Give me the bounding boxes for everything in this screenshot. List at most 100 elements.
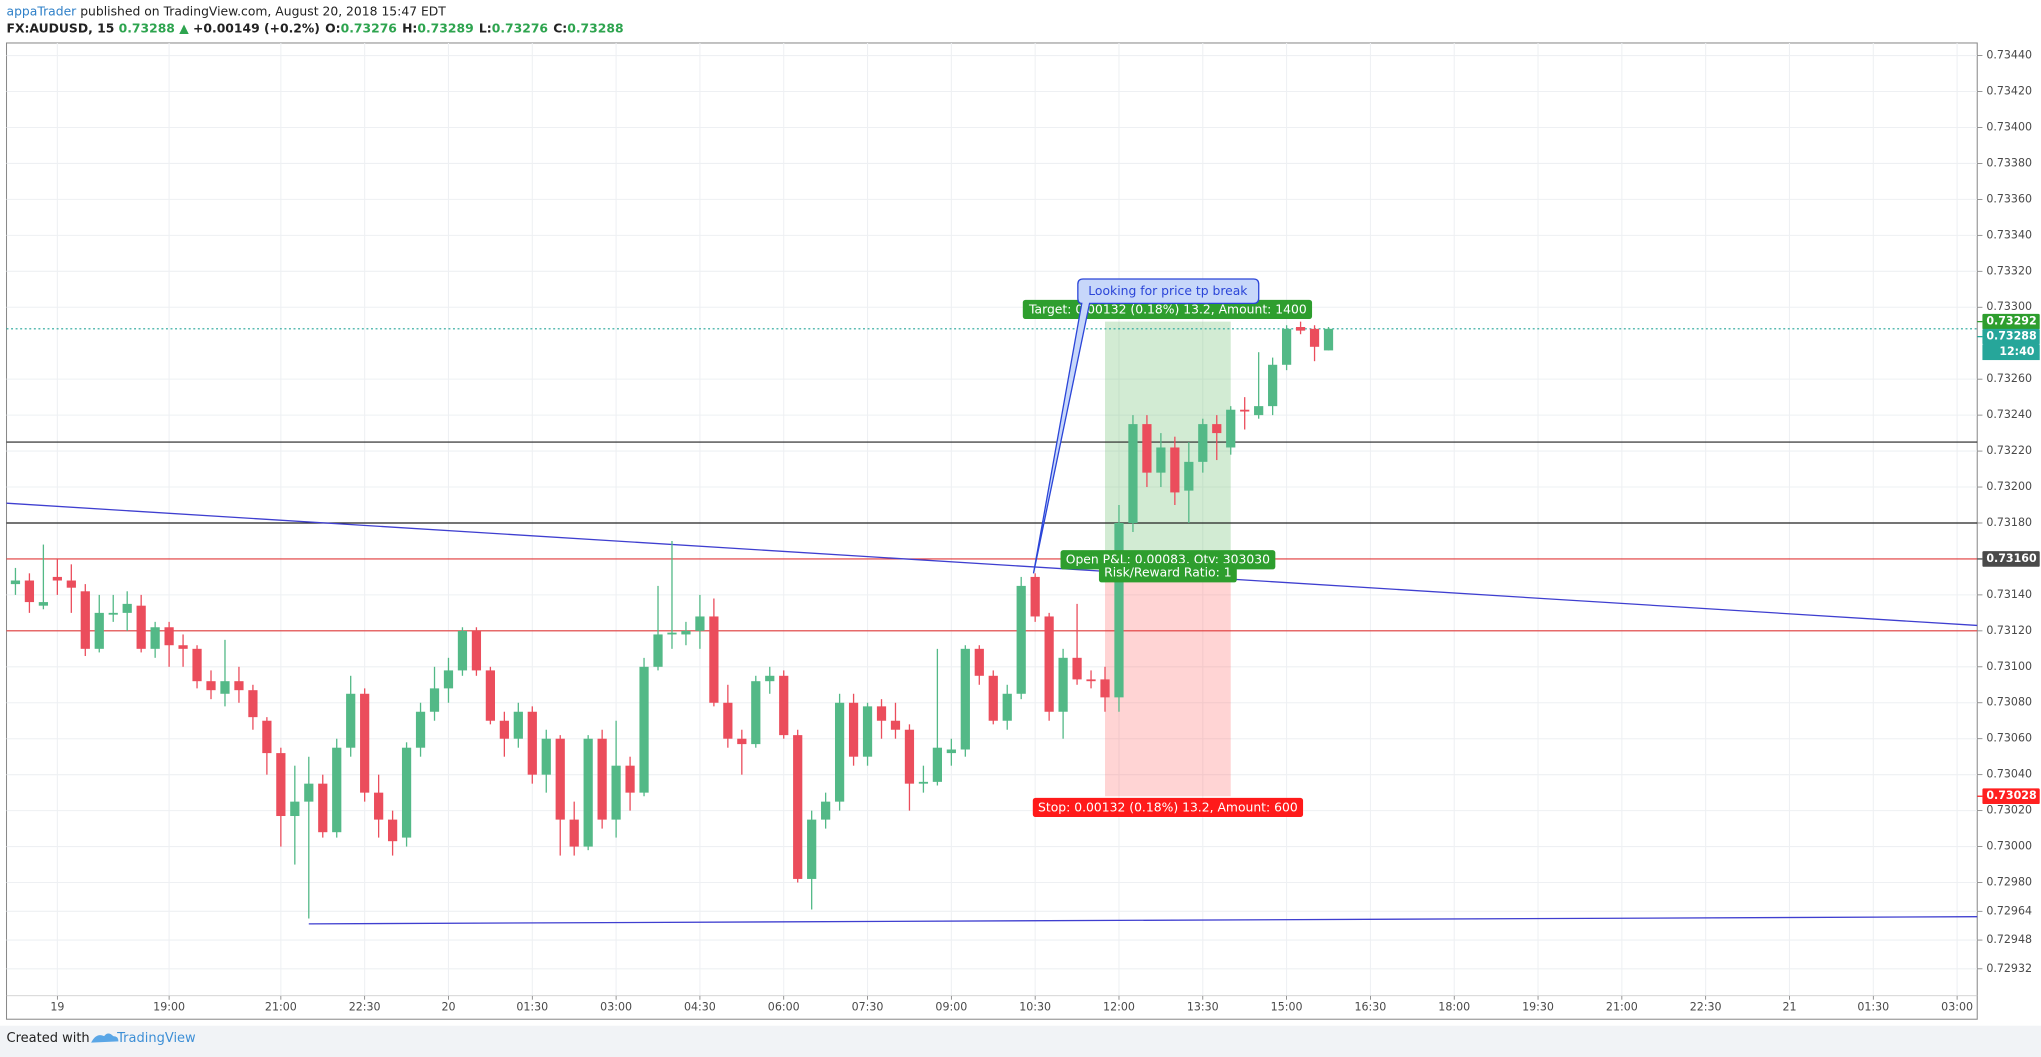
candle-body <box>248 690 258 718</box>
publisher: appaTrader <box>7 4 78 18</box>
symbol: FX:AUDUSD, 15 <box>7 21 115 35</box>
candle-body <box>541 738 551 775</box>
stop-zone <box>1105 558 1231 797</box>
last-price-label: 0.73288 <box>1986 330 2036 343</box>
candle-body <box>751 681 761 745</box>
candles <box>10 321 1334 919</box>
x-tick-label: 19:30 <box>1522 1001 1554 1014</box>
ohlc-key: H: <box>402 21 417 35</box>
x-tick-label: 16:30 <box>1354 1001 1386 1014</box>
candle-body <box>429 688 440 712</box>
candle-body <box>904 729 915 784</box>
candle-body <box>262 720 272 754</box>
candle-body <box>513 711 523 739</box>
symbol-line: FX:AUDUSD, 15 0.73288 ▲ +0.00149 (+0.2%)… <box>7 21 624 35</box>
candle-body <box>667 632 677 635</box>
candle-body <box>1295 327 1306 331</box>
target-label-box <box>1022 299 1313 320</box>
candle-body <box>1170 447 1180 493</box>
candle-body <box>66 580 76 588</box>
x-tick-label: 20 <box>441 1001 455 1014</box>
change: +0.00149 (+0.2%) <box>193 21 320 35</box>
x-tick-label: 04:30 <box>684 1001 716 1014</box>
y-tick-label: 0.73200 <box>1986 480 2032 493</box>
x-tick-label: 06:00 <box>768 1001 800 1014</box>
ohlc-key: O: <box>325 21 340 35</box>
candle-body <box>374 792 384 820</box>
candle-body <box>1254 406 1264 416</box>
axis-price-label-box <box>1982 551 2040 567</box>
candle-body <box>178 645 188 649</box>
candle-body <box>1323 328 1334 351</box>
candle-body <box>1044 616 1054 712</box>
candle-body <box>793 735 803 879</box>
y-tick-label: 0.72948 <box>1986 933 2032 946</box>
candle-body <box>569 819 579 847</box>
candle-body <box>1100 679 1110 698</box>
target-zone <box>1105 321 1231 559</box>
candle-body <box>1002 693 1012 721</box>
y-tick-label: 0.73300 <box>1986 300 2032 313</box>
rr-label: Risk/Reward Ratio: 1 <box>1104 566 1231 580</box>
candle-body <box>1212 424 1222 434</box>
candle-body <box>862 706 873 757</box>
y-tick-label: 0.73140 <box>1986 588 2032 601</box>
candle-body <box>723 702 733 739</box>
countdown: 12:40 <box>1999 345 2034 358</box>
candle-body <box>387 819 398 842</box>
x-tick-label: 10:30 <box>1019 1001 1051 1014</box>
y-tick-label: 0.73380 <box>1986 156 2032 169</box>
candle-body <box>709 616 719 703</box>
candle-body <box>1184 461 1194 491</box>
x-tick-label: 01:30 <box>516 1001 548 1014</box>
y-tick-label: 0.73220 <box>1986 444 2032 457</box>
candle-body <box>290 801 300 817</box>
candle-body <box>1016 585 1026 694</box>
candle-body <box>974 648 984 676</box>
candle-body <box>1309 328 1320 347</box>
x-tick-label: 18:00 <box>1438 1001 1470 1014</box>
candle-body <box>765 675 775 682</box>
ohlc-value: 0.73288 <box>567 21 623 35</box>
candle-body <box>332 747 342 833</box>
y-tick-label: 0.73440 <box>1986 49 2032 62</box>
candle-body <box>318 783 328 833</box>
target-label: Target: 0.00132 (0.18%) 13.2, Amount: 14… <box>1028 302 1307 316</box>
y-tick-label: 0.73340 <box>1986 228 2032 241</box>
footer-text: Created with <box>7 1031 90 1046</box>
candle-body <box>932 747 942 782</box>
candle-body <box>346 693 356 748</box>
candle-body <box>737 738 747 745</box>
candle-body <box>192 648 202 682</box>
ohlc-value: 0.73276 <box>341 21 397 35</box>
candle-body <box>401 747 412 838</box>
x-tick-label: 09:00 <box>935 1001 967 1014</box>
candle-body <box>876 706 887 721</box>
candle-body <box>779 675 789 736</box>
x-tick-label: 15:00 <box>1271 1001 1303 1014</box>
axis-price-label: 0.73292 <box>1986 315 2036 328</box>
candle-body <box>415 711 426 748</box>
y-tick-label: 0.73120 <box>1986 624 2032 637</box>
x-tick-label: 19:00 <box>153 1001 185 1014</box>
header-line: appaTrader published on TradingView.com,… <box>7 4 447 18</box>
x-tick-label: 22:30 <box>349 1001 381 1014</box>
ohlc-key: L: <box>479 21 492 35</box>
x-tick-label: 19 <box>50 1001 64 1014</box>
x-tick-label: 21:00 <box>1606 1001 1638 1014</box>
candle-body <box>1142 424 1152 473</box>
y-tick-label: 0.73400 <box>1986 120 2032 133</box>
candle-body <box>807 819 817 879</box>
change-arrow: ▲ <box>179 21 189 35</box>
brand-logo <box>91 1033 119 1043</box>
x-tick-label: 12:00 <box>1103 1001 1135 1014</box>
brand: TradingView <box>116 1031 196 1046</box>
candle-body <box>918 781 929 784</box>
candle-body <box>1281 328 1292 365</box>
axis-price-label: 0.73028 <box>1986 789 2036 802</box>
candle-body <box>220 681 230 694</box>
y-tick-label: 0.73360 <box>1986 192 2032 205</box>
plot-border <box>5 42 1978 1020</box>
